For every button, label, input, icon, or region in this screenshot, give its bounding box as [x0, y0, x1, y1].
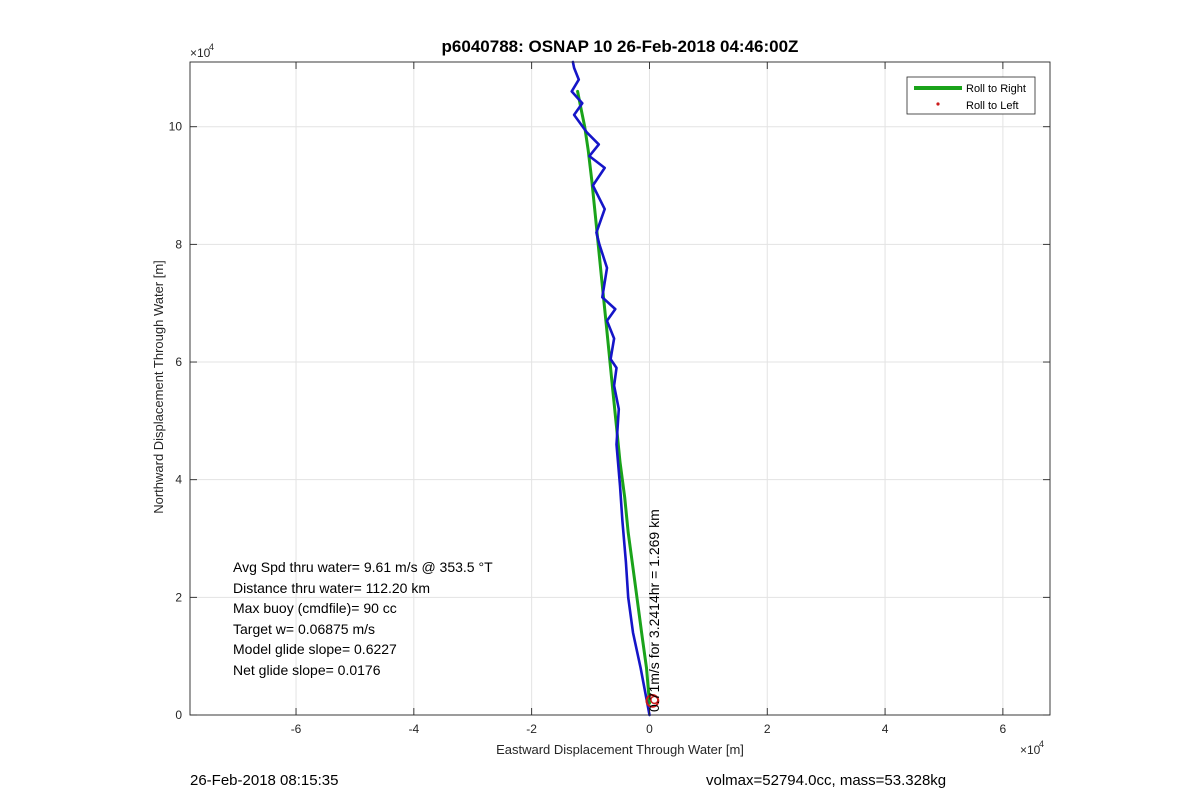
y-tick-label: 10: [169, 120, 183, 134]
y-tick-label: 6: [175, 355, 182, 369]
glider-track-chart: -6 -4 -2 0 2 4 6 0 2 4 6 8 10 p6040788: OSNAP 10 26-…: [151, 37, 1051, 757]
chart-title: p6040788: OSNAP 10 26-Feb-2018 04:46:00Z: [442, 37, 799, 56]
stat-target-w: Target w= 0.06875 m/s: [233, 621, 375, 637]
x-axis-exponent: ×10 4: [1020, 739, 1044, 757]
axes-box: [189, 61, 1051, 716]
x-tick-label: 4: [882, 722, 889, 736]
y-axis-exponent: ×10 4: [190, 42, 214, 60]
svg-text:×10: ×10: [1020, 743, 1041, 757]
series-layer: [570, 60, 660, 717]
footer-timestamp: 26-Feb-2018 08:15:35: [190, 772, 339, 789]
y-tick-label: 4: [175, 473, 182, 487]
x-tick-label: 6: [1000, 722, 1007, 736]
legend-swatch-roll-left: [936, 102, 940, 106]
x-tick-label: 0: [646, 722, 653, 736]
tick-labels: -6 -4 -2 0 2 4 6 0 2 4 6 8 10: [169, 120, 1007, 736]
x-tick-label: -6: [291, 722, 302, 736]
track-speed-annotation: 0.71m/s for 3.2414hr = 1.269 km: [646, 509, 662, 712]
x-axis-label: Eastward Displacement Through Water [m]: [496, 742, 744, 757]
y-axis-label: Northward Displacement Through Water [m]: [151, 260, 166, 514]
stat-distance: Distance thru water= 112.20 km: [233, 580, 430, 596]
y-tick-label: 2: [175, 590, 182, 604]
stats-block: Avg Spd thru water= 9.61 m/s @ 353.5 °T …: [233, 559, 493, 678]
svg-text:4: 4: [1039, 739, 1044, 749]
legend-label-roll-right: Roll to Right: [966, 83, 1026, 95]
series-line-track: [570, 60, 651, 717]
legend-box: [906, 76, 1036, 115]
x-tick-label: -2: [526, 722, 537, 736]
legend-label-roll-left: Roll to Left: [966, 100, 1019, 112]
grid: [190, 62, 1050, 716]
stat-max-buoy: Max buoy (cmdfile)= 90 cc: [233, 600, 397, 616]
y-tick-label: 8: [175, 237, 182, 251]
stat-avg-speed: Avg Spd thru water= 9.61 m/s @ 353.5 °T: [233, 559, 493, 575]
y-tick-label: 0: [175, 708, 182, 722]
x-tick-label: -4: [408, 722, 419, 736]
svg-text:×10: ×10: [190, 46, 211, 60]
x-tick-label: 2: [764, 722, 771, 736]
stat-net-glide: Net glide slope= 0.0176: [233, 662, 381, 678]
roll-left-loop-inner: [650, 695, 659, 705]
footer-volmax-mass: volmax=52794.0cc, mass=53.328kg: [706, 772, 947, 789]
stat-model-glide: Model glide slope= 0.6227: [233, 641, 397, 657]
svg-text:4: 4: [209, 42, 214, 52]
series-line-roll-right: [576, 89, 651, 705]
axes: [189, 61, 1051, 716]
legend: Roll to Right Roll to Left: [906, 76, 1036, 115]
